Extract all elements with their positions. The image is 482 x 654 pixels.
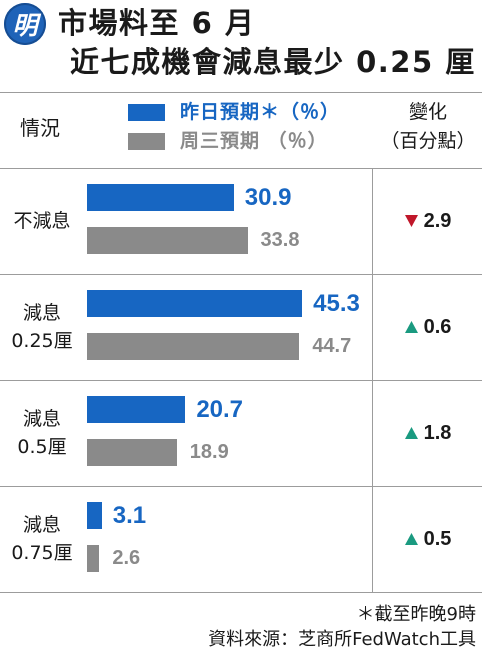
row-divider <box>0 486 482 487</box>
change-indicator: 2.9 <box>374 168 482 274</box>
category-label: 減息 0.25厘 <box>11 302 73 352</box>
row-divider <box>0 380 482 381</box>
bar-yesterday-expectation <box>87 290 303 317</box>
legend-label-yesterday: 昨日預期＊（％） <box>180 101 341 123</box>
bar-wednesday-expectation <box>87 439 177 466</box>
legend-swatch-wednesday <box>128 133 165 150</box>
chart-title-line-2: 近七成機會減息最少 0.25 厘 <box>70 45 476 79</box>
row-divider <box>0 274 482 275</box>
category-label: 不減息 <box>13 210 71 232</box>
category-label: 減息 0.75厘 <box>11 514 73 564</box>
bar-wednesday-expectation <box>87 545 100 572</box>
value-label-wednesday: 33.8 <box>260 229 300 251</box>
source-note: 資料來源：芝商所FedWatch工具 <box>208 629 476 650</box>
change-indicator: 0.6 <box>374 274 482 380</box>
up-triangle-icon <box>404 427 418 439</box>
change-column-header: 變化 <box>408 101 447 123</box>
change-column-divider <box>372 168 373 592</box>
change-column-unit: （百分點） <box>380 130 476 152</box>
legend-swatch-yesterday <box>128 104 165 121</box>
value-label-wednesday: 18.9 <box>189 441 229 463</box>
footnote: ＊截至昨晚9時 <box>356 604 476 625</box>
change-value: 0.6 <box>423 315 452 338</box>
bar-wednesday-expectation <box>87 333 300 360</box>
change-indicator: 1.8 <box>374 380 482 486</box>
value-label-yesterday: 3.1 <box>112 502 147 529</box>
down-triangle-icon <box>404 215 418 227</box>
value-label-wednesday: 2.6 <box>112 547 141 569</box>
change-indicator: 0.5 <box>374 486 482 592</box>
category-label: 減息 0.5厘 <box>17 408 67 458</box>
change-value: 1.8 <box>423 421 452 444</box>
bar-yesterday-expectation <box>87 502 102 529</box>
bar-wednesday-expectation <box>87 227 248 254</box>
up-triangle-icon <box>404 321 418 333</box>
chart-title-line-1: 市場料至 6 月 <box>58 6 256 40</box>
change-value: 2.9 <box>423 209 452 232</box>
change-value: 0.5 <box>423 527 452 550</box>
category-column-header: 情況 <box>20 116 60 140</box>
value-label-wednesday: 44.7 <box>312 335 352 357</box>
value-label-yesterday: 45.3 <box>313 290 360 317</box>
ming-pao-logo: 明 <box>4 3 46 45</box>
chart-bottom-divider <box>0 592 482 593</box>
header-top-divider <box>0 92 482 93</box>
legend-label-wednesday: 周三預期 （％） <box>180 130 328 152</box>
bar-yesterday-expectation <box>87 184 234 211</box>
header-bottom-divider <box>0 168 482 169</box>
up-triangle-icon <box>404 533 418 545</box>
value-label-yesterday: 30.9 <box>244 184 292 211</box>
bar-yesterday-expectation <box>87 396 186 423</box>
value-label-yesterday: 20.7 <box>196 396 244 423</box>
